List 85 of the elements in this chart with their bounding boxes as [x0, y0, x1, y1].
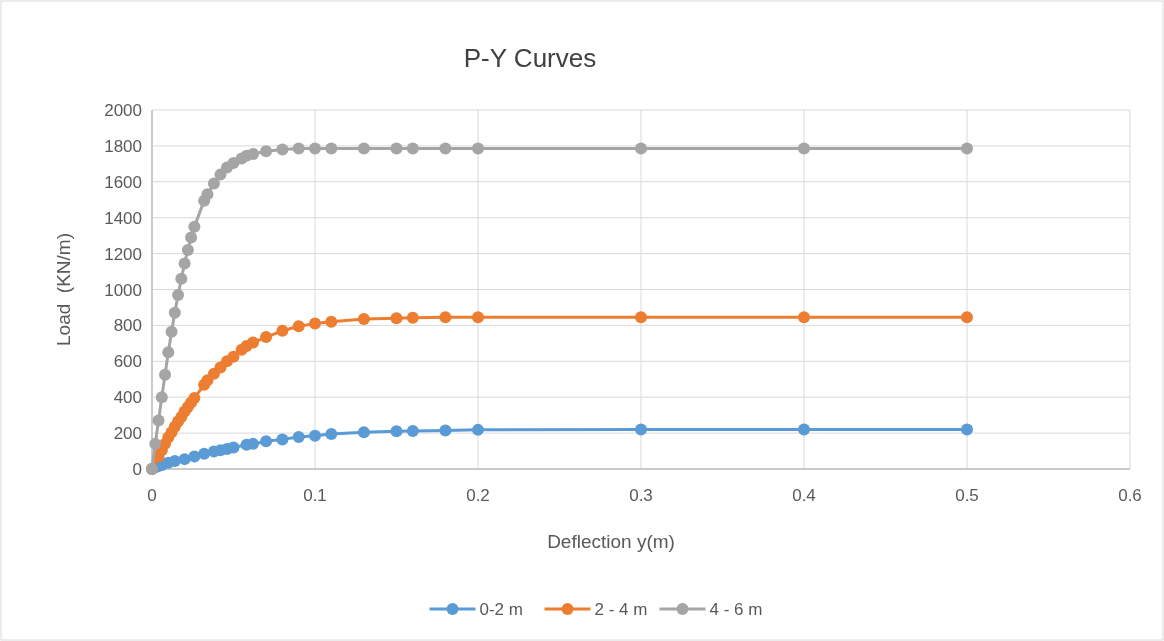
x-tick-label: 0.2 — [466, 486, 490, 505]
y-tick-label: 1800 — [104, 136, 142, 156]
point — [188, 392, 201, 405]
point — [309, 429, 321, 442]
point — [188, 220, 201, 233]
y-tick-label: 2000 — [104, 101, 142, 120]
point — [178, 257, 191, 270]
point — [207, 177, 220, 190]
point — [390, 142, 403, 155]
point — [357, 426, 370, 439]
y-tick-label: 1000 — [104, 280, 142, 300]
point — [472, 311, 484, 324]
y-tick-label: 400 — [113, 388, 142, 408]
point — [961, 311, 973, 324]
point — [406, 424, 419, 437]
point — [325, 142, 338, 155]
point — [390, 312, 403, 325]
point — [178, 453, 191, 466]
point — [276, 324, 289, 337]
y-tick-label: 800 — [113, 316, 142, 336]
point — [406, 142, 419, 155]
point — [260, 145, 273, 158]
point — [635, 142, 647, 155]
x-tick-label: 0.1 — [303, 486, 327, 505]
point — [390, 425, 403, 438]
point — [172, 288, 185, 301]
point — [961, 423, 973, 436]
point — [635, 423, 647, 436]
point — [185, 231, 198, 244]
point — [227, 441, 240, 454]
y-tick-label: 1600 — [104, 172, 142, 192]
legend-label: 2 - 4 m — [594, 600, 648, 619]
x-axis-title: Deflection y(m) — [547, 531, 675, 552]
point — [292, 320, 305, 333]
x-tick-label: 0.4 — [792, 486, 816, 505]
point — [260, 435, 273, 448]
point — [357, 142, 370, 155]
y-tick-label: 1400 — [104, 208, 142, 228]
point — [635, 311, 647, 324]
point — [472, 423, 484, 436]
point — [406, 311, 419, 324]
point — [201, 188, 214, 201]
y-tick-label: 600 — [113, 352, 142, 372]
point — [152, 414, 165, 427]
point — [162, 346, 175, 359]
point — [276, 433, 289, 446]
x-tick-label: 0.6 — [1118, 486, 1142, 505]
point — [155, 391, 168, 404]
y-axis-title: Load (KN/m) — [53, 233, 74, 346]
legend-label: 4 - 6 m — [709, 600, 763, 619]
point — [309, 317, 321, 330]
x-tick-label: 0 — [147, 486, 157, 505]
point — [325, 315, 338, 328]
y-tick-label: 0 — [132, 460, 142, 479]
point — [798, 423, 810, 436]
point — [149, 437, 162, 450]
chart-title: P-Y Curves — [463, 43, 597, 73]
point — [159, 368, 172, 381]
point — [357, 313, 370, 326]
point — [961, 142, 973, 155]
point — [292, 142, 305, 155]
point — [325, 428, 338, 440]
point — [439, 424, 452, 437]
point — [165, 325, 178, 338]
legend-label: 0-2 m — [479, 600, 523, 619]
point — [472, 142, 484, 155]
point — [181, 244, 194, 256]
point — [168, 306, 181, 319]
point — [798, 142, 810, 155]
point — [227, 350, 240, 363]
point — [260, 331, 273, 344]
point — [292, 431, 305, 444]
point — [439, 311, 452, 324]
point — [309, 142, 321, 155]
point — [198, 447, 211, 460]
y-tick-label: 1200 — [104, 244, 142, 264]
point — [439, 142, 452, 155]
y-tick-label: 200 — [113, 424, 142, 444]
x-tick-label: 0.3 — [629, 486, 653, 505]
point — [247, 336, 260, 349]
point — [247, 147, 260, 160]
point — [175, 272, 188, 285]
point — [276, 143, 289, 156]
point — [798, 311, 810, 324]
x-tick-label: 0.5 — [955, 486, 979, 505]
